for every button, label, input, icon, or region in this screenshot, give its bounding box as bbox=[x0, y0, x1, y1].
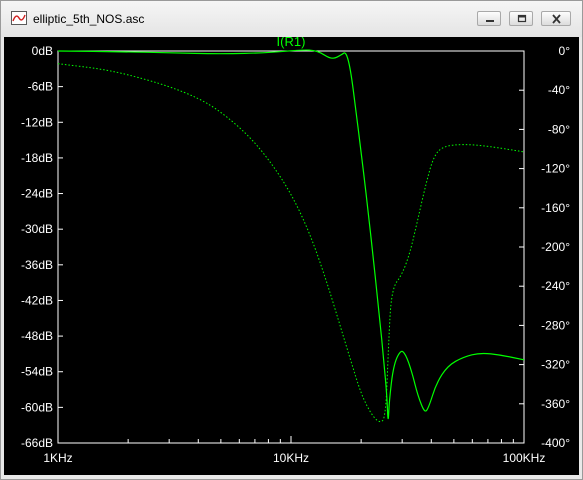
right-tick-label: -280° bbox=[541, 318, 570, 332]
right-tick-label: -160° bbox=[541, 201, 570, 215]
waveform-icon bbox=[11, 11, 27, 25]
phase-trace[interactable] bbox=[57, 63, 525, 423]
plot-frame bbox=[57, 50, 525, 444]
right-tick-label: -120° bbox=[541, 162, 570, 176]
right-tick-label: 0° bbox=[559, 44, 571, 58]
magnitude-trace[interactable] bbox=[57, 49, 525, 420]
trace-title[interactable]: I(R1) bbox=[277, 37, 306, 49]
title-bar[interactable]: elliptic_5th_NOS.asc bbox=[1, 1, 582, 37]
x-tick-label: 10KHz bbox=[273, 451, 309, 465]
plot-area[interactable]: 0dB -6dB -12dB -18dB -24dB -30dB -36dB -42dB -48… bbox=[4, 37, 579, 475]
right-tick-label: -320° bbox=[541, 358, 570, 372]
right-tick-label: -200° bbox=[541, 240, 570, 254]
restore-icon bbox=[517, 14, 527, 23]
left-tick-label: -48dB bbox=[21, 329, 53, 343]
left-tick-label: -12dB bbox=[21, 115, 53, 129]
right-tick-label: -240° bbox=[541, 279, 570, 293]
left-tick-label: -42dB bbox=[21, 293, 53, 307]
left-tick-label: -36dB bbox=[21, 258, 53, 272]
left-tick-label: 0dB bbox=[32, 44, 53, 58]
left-tick-label: -54dB bbox=[21, 365, 53, 379]
left-tick-label: -60dB bbox=[21, 400, 53, 414]
window-title: elliptic_5th_NOS.asc bbox=[33, 12, 145, 26]
right-tick-label: -40° bbox=[548, 83, 570, 97]
bode-plot[interactable]: 0dB -6dB -12dB -18dB -24dB -30dB -36dB -42dB -48… bbox=[4, 37, 579, 475]
close-button[interactable] bbox=[541, 11, 571, 26]
right-tick-label: -400° bbox=[541, 436, 570, 450]
left-tick-label: -24dB bbox=[21, 187, 53, 201]
minimize-icon bbox=[486, 20, 494, 22]
close-icon bbox=[552, 14, 561, 24]
restore-button[interactable] bbox=[509, 11, 533, 26]
left-tick-label: -30dB bbox=[21, 222, 53, 236]
right-tick-label: -360° bbox=[541, 397, 570, 411]
x-tick-label: 1KHz bbox=[43, 451, 72, 465]
left-tick-label: -18dB bbox=[21, 151, 53, 165]
right-tick-label: -80° bbox=[548, 122, 570, 136]
left-tick-label: -66dB bbox=[21, 436, 53, 450]
minimize-button[interactable] bbox=[477, 11, 501, 26]
left-tick-label: -6dB bbox=[28, 80, 53, 94]
x-tick-label: 100KHz bbox=[503, 451, 546, 465]
